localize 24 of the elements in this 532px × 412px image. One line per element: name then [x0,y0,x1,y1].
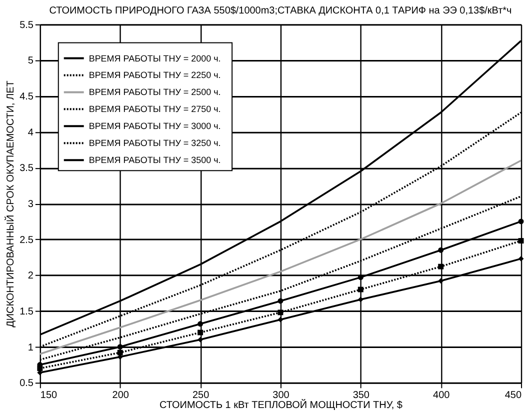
x-tick-label: 400 [433,390,450,402]
x-tick-label: 150 [40,390,58,402]
chart-title: СТОИМОСТЬ ПРИРОДНОГО ГАЗА 550$/1000m3;СТАВКА ДИСКОНТА 0,1 ТАРИФ на ЭЭ 0,13$/кВт*ч [49,5,512,16]
y-tick-label: 5.5 [20,20,34,31]
y-tick-label: 4.5 [20,92,34,103]
legend-label: ВРЕМЯ РАБОТЫ ТНУ = 3250 ч. [88,138,221,148]
y-tick-label: 1.5 [20,306,34,318]
legend-label: ВРЕМЯ РАБОТЫ ТНУ = 2250 ч. [88,70,221,80]
y-tick-label: 3 [28,199,34,210]
y-tick-label: 5 [28,56,34,67]
y-tick-label: 3.5 [20,163,34,174]
legend-label: ВРЕМЯ РАБОТЫ ТНУ = 2000 ч. [88,53,221,64]
x-tick-label: 450 [504,390,522,402]
y-tick-label: 1 [28,342,34,354]
legend-label: ВРЕМЯ РАБОТЫ ТНУ = 2750 ч. [88,104,221,114]
y-tick-label: 4 [28,127,34,138]
legend-label: ВРЕМЯ РАБОТЫ ТНУ = 3500 ч. [88,155,221,166]
y-axis-title: ДИСКОНТИРОВАННЫЙ СРОК ОКУПАЕМОСТИ, ЛЕТ [4,80,17,328]
legend-label: ВРЕМЯ РАБОТЫ ТНУ = 2500 ч. [88,87,221,98]
legend-label: ВРЕМЯ РАБОТЫ ТНУ = 3000 ч. [88,121,221,132]
y-tick-label: 2.5 [20,234,34,246]
x-tick-label: 200 [112,390,130,402]
y-tick-label: 2 [28,270,34,282]
y-tick-label: 0.5 [20,378,34,390]
